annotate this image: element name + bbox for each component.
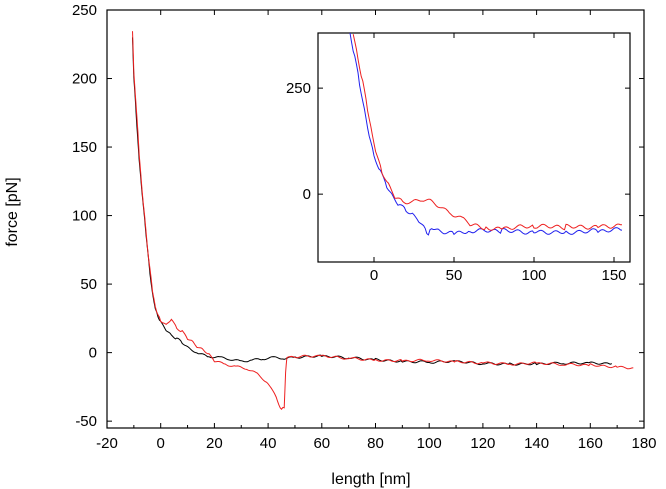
inset-x-tick-label: 50	[446, 267, 463, 284]
inset-plot-frame	[317, 32, 631, 263]
main-x-tick-label: -20	[96, 435, 118, 452]
main-series-line-1	[132, 31, 634, 410]
main-x-tick-label: 140	[524, 435, 549, 452]
main-x-tick-label: 120	[470, 435, 495, 452]
main-y-tick-label: 100	[72, 208, 97, 225]
main-x-tick-label: 180	[631, 435, 656, 452]
main-y-tick-label: 250	[72, 2, 97, 19]
main-y-tick-label: -50	[75, 413, 97, 430]
main-x-tick-label: 80	[367, 435, 384, 452]
main-x-tick-label: 40	[260, 435, 277, 452]
main-y-tick-label: 150	[72, 139, 97, 156]
main-x-tick-label: 20	[206, 435, 223, 452]
inset-x-tick-label: 0	[370, 267, 378, 284]
main-x-tick-label: 100	[417, 435, 442, 452]
inset-y-tick-label: 250	[286, 80, 311, 97]
x-axis-label: length [nm]	[331, 471, 410, 488]
inset-series-line-0	[349, 33, 623, 236]
y-axis-label: force [pN]	[4, 177, 21, 246]
inset-x-tick-label: 100	[521, 267, 546, 284]
main-y-tick-label: 200	[72, 71, 97, 88]
inset-plot: 0 50 100 150 0 250	[286, 32, 631, 284]
main-x-tick-label: 0	[157, 435, 165, 452]
main-x-tick-label: 160	[578, 435, 603, 452]
inset-series-line-1	[352, 34, 622, 231]
inset-x-tick-label: 150	[601, 267, 626, 284]
main-y-tick-label: 50	[80, 276, 97, 293]
main-x-tick-label: 60	[313, 435, 330, 452]
inset-y-tick-label: 0	[303, 186, 311, 203]
main-y-tick-label: 0	[89, 345, 97, 362]
